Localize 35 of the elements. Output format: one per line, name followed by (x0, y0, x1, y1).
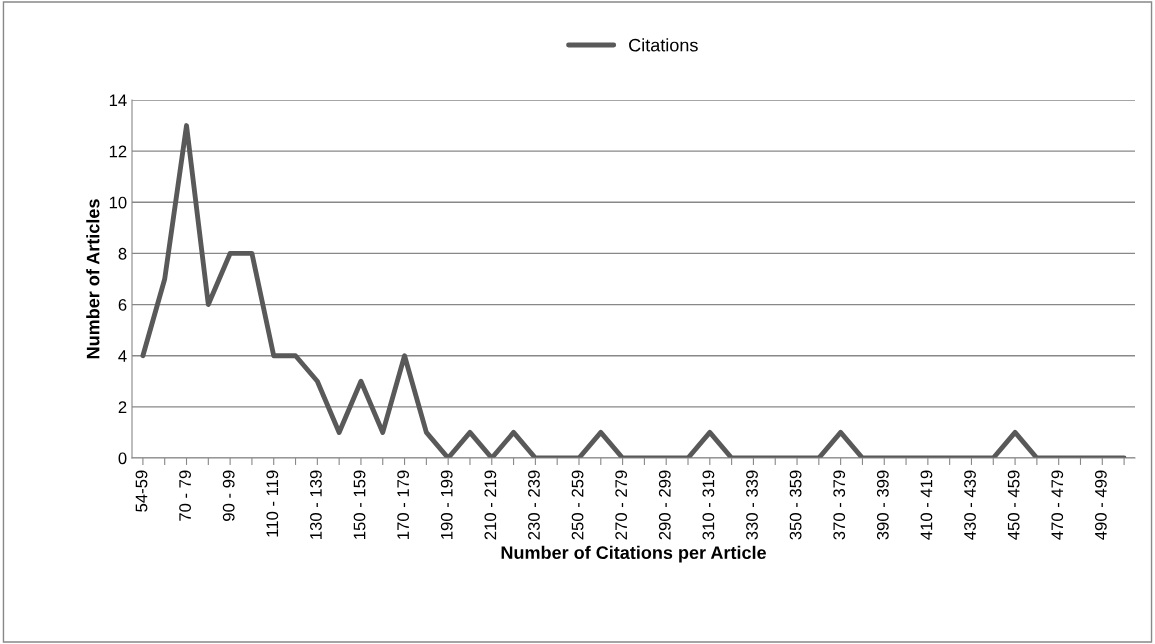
x-tick-label: 350 - 359 (789, 470, 802, 540)
y-tick-label: 6 (118, 298, 127, 311)
x-tick-label: 470 - 479 (1051, 470, 1064, 540)
x-tick-label: 490 - 499 (1094, 470, 1107, 540)
x-tick-label: 150 - 159 (353, 470, 366, 539)
x-tick-label: 330 - 339 (746, 470, 758, 540)
x-tick-label: 170 - 179 (397, 470, 410, 539)
y-axis-title: Number of Articles (86, 199, 100, 359)
y-tick-label: 4 (118, 350, 127, 362)
y-tick-label: 8 (118, 247, 127, 260)
x-tick-label: 210 - 219 (484, 470, 497, 540)
y-tick-label: 2 (118, 401, 127, 413)
x-tick-label: 270 - 279 (615, 470, 628, 540)
x-tick-label: 230 - 239 (528, 470, 540, 540)
y-tick-label: 14 (109, 94, 127, 107)
x-tick-label: 130 - 139 (310, 470, 322, 539)
x-tick-label: 410 - 419 (920, 470, 933, 540)
x-tick-label: 54-59 (135, 470, 148, 512)
y-tick-label: 12 (109, 145, 127, 158)
x-tick-label: 430 - 439 (964, 470, 976, 540)
legend-label: Citations (629, 38, 698, 52)
x-tick-label: 190 - 199 (440, 470, 453, 539)
x-tick-label: 110 - 119 (266, 470, 279, 537)
x-tick-label: 390 - 399 (876, 470, 889, 540)
x-axis-title: Number of Citations per Article (501, 545, 766, 563)
x-tick-label: 90 - 99 (222, 470, 235, 521)
x-tick-label: 290 - 299 (658, 470, 671, 540)
x-tick-label: 450 - 459 (1007, 470, 1020, 540)
x-tick-label: 250 - 259 (571, 470, 584, 540)
x-tick-label: 70 - 79 (179, 470, 191, 521)
y-tick-label: 10 (109, 196, 127, 209)
line-series (140, 123, 1127, 458)
x-tick-label: 310 - 319 (702, 470, 715, 540)
y-tick-label: 0 (118, 452, 127, 465)
x-tick-label: 370 - 379 (833, 470, 846, 540)
